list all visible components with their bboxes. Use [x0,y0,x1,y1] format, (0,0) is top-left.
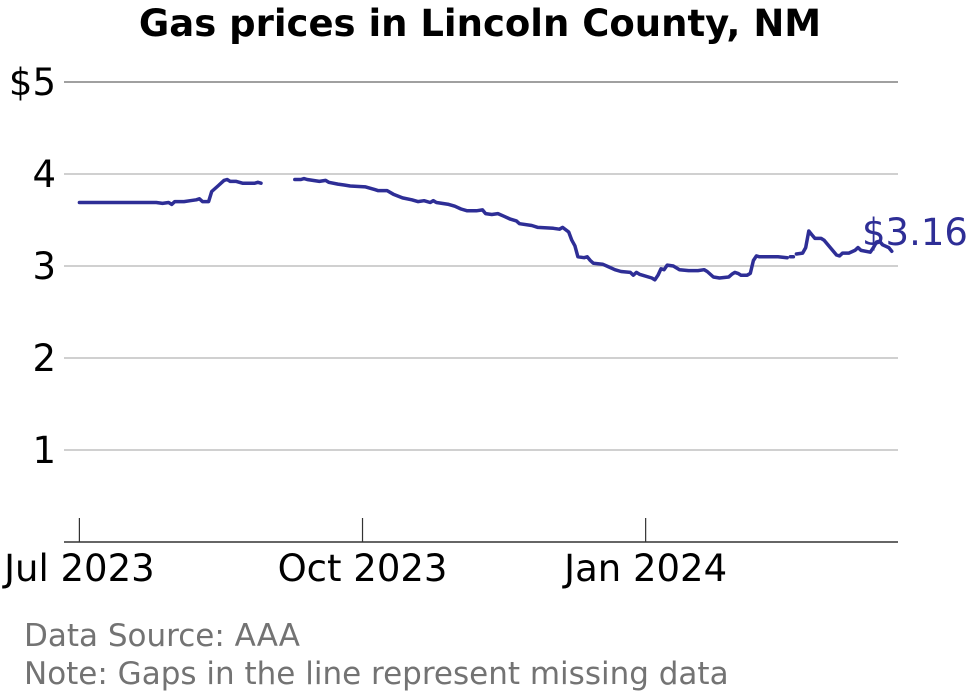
chart-title: Gas prices in Lincoln County, NM [139,2,821,45]
y-tick-label-4: 4 [32,153,56,196]
y-tick-label-5: $5 [9,61,56,104]
y-tick-label-2: 2 [32,337,56,380]
missing-data-note: Note: Gaps in the line represent missing… [24,656,729,692]
x-tick-label-jul-2023: Jul 2023 [2,547,155,590]
data-source-note: Data Source: AAA [24,618,300,654]
series-line-segment-4 [794,229,894,258]
x-tick-label-jan-2024: Jan 2024 [562,547,727,590]
y-tick-label-1: 1 [32,429,56,472]
x-axis-ticks: Jul 2023 Oct 2023 Jan 2024 [2,518,727,590]
y-axis-tick-labels: 1 2 3 4 $5 [9,61,56,472]
latest-price-label: $3.16 [862,211,968,254]
x-tick-label-oct-2023: Oct 2023 [278,547,448,590]
y-tick-label-3: 3 [32,245,56,288]
series-line-segment-2 [293,176,789,282]
series-line-segment-1 [77,177,263,207]
price-series [77,176,894,282]
gridlines [64,81,898,451]
